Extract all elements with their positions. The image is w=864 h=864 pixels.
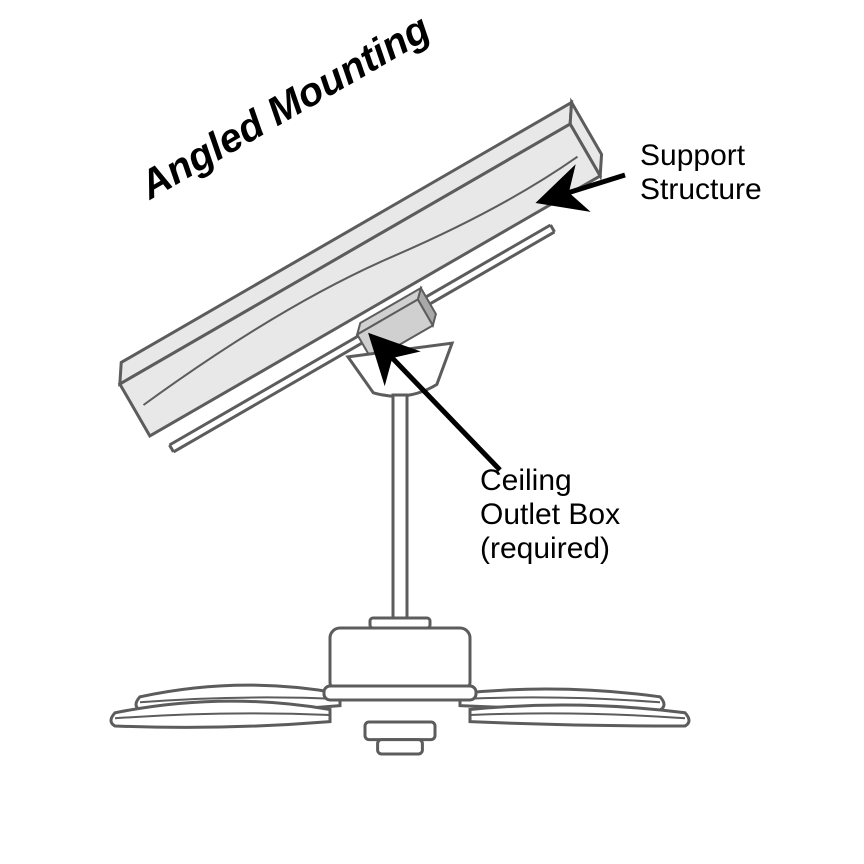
downrod [393, 395, 407, 618]
outlet-box-label: Ceiling Outlet Box (required) [480, 464, 628, 565]
support-structure-label: Support Structure [640, 139, 762, 206]
angled-mounting-title: Angled Mounting [132, 6, 438, 208]
fan-motor [324, 618, 476, 700]
fan-bottom-hub [365, 722, 435, 754]
angled-mounting-diagram: Angled Mounting Support Structure Ceilin… [0, 0, 864, 864]
